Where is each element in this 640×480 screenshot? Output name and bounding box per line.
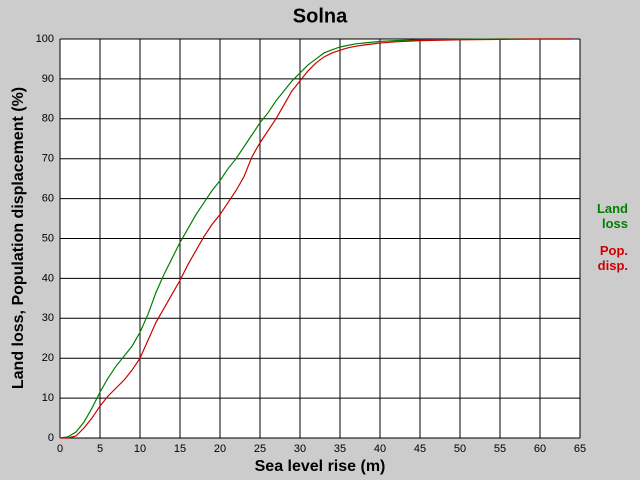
x-tick-label: 40 (374, 443, 386, 455)
y-tick-label: 30 (42, 312, 54, 324)
legend-label: Pop. disp. (598, 243, 628, 273)
y-axis-label: Land loss, Population displacement (%) (10, 87, 27, 389)
y-tick-label: 0 (48, 432, 54, 444)
y-tick-label: 40 (42, 272, 54, 284)
y-tick-label: 10 (42, 392, 54, 404)
series-line (60, 38, 572, 439)
x-tick-label: 35 (334, 443, 346, 455)
x-tick-label: 25 (254, 443, 266, 455)
y-tick-label: 20 (42, 352, 54, 364)
x-tick-label: 10 (134, 443, 146, 455)
x-tick-label: 60 (534, 443, 546, 455)
series-line (59, 38, 572, 439)
y-tick-label: 100 (36, 33, 54, 45)
legend-label: Land loss (597, 201, 628, 231)
x-tick-label: 45 (414, 443, 426, 455)
x-tick-label: 65 (574, 443, 586, 455)
x-axis-label: Sea level rise (m) (255, 458, 386, 475)
y-tick-label: 90 (42, 73, 54, 85)
x-tick-label: 55 (494, 443, 506, 455)
x-tick-label: 50 (454, 443, 466, 455)
y-tick-label: 80 (42, 113, 54, 125)
y-tick-label: 70 (42, 153, 54, 165)
x-tick-label: 30 (294, 443, 306, 455)
x-tick-label: 0 (57, 443, 63, 455)
x-tick-label: 5 (97, 443, 103, 455)
x-tick-label: 20 (214, 443, 226, 455)
x-tick-label: 15 (174, 443, 186, 455)
y-tick-label: 60 (42, 193, 54, 205)
chart-title: Solna (293, 5, 348, 27)
y-tick-label: 50 (42, 232, 54, 244)
